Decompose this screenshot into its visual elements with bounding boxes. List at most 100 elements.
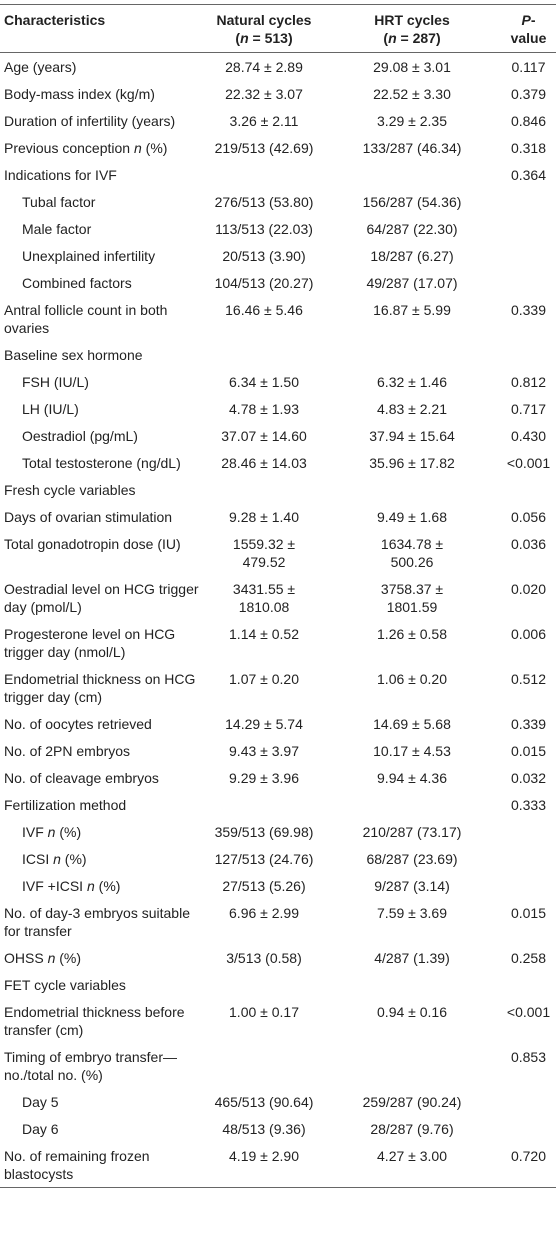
table-cell: 29.08 ± 3.01 (323, 53, 501, 81)
text: 0.812 (510, 373, 547, 390)
text: 210/287 (73.17) (362, 823, 462, 840)
text: ICSI (22, 850, 54, 867)
table-cell (501, 341, 556, 368)
table-cell: 127/513 (24.76) (205, 845, 323, 872)
table-cell (323, 341, 501, 368)
text: 0.032 (510, 769, 547, 786)
text: FET cycle variables (4, 976, 126, 993)
table-cell (501, 872, 556, 899)
table-cell: 9.49 ± 1.68 (323, 503, 501, 530)
table-cell: 28.74 ± 2.89 (205, 53, 323, 81)
text: 20/513 (3.90) (222, 247, 306, 264)
text: 14.69 ± 5.68 (373, 715, 451, 732)
text: 37.94 ± 15.64 (369, 427, 455, 444)
table-cell: Endometrial thickness on HCG trigger day… (0, 665, 205, 710)
text: 28/287 (9.76) (370, 1120, 454, 1137)
text: Day 6 (22, 1120, 59, 1137)
table-cell: No. of remaining frozen blastocysts (0, 1142, 205, 1188)
table-cell: Antral follicle count in both ovaries (0, 296, 205, 341)
table-cell: 7.59 ± 3.69 (323, 899, 501, 944)
table-cell: Age (years) (0, 53, 205, 81)
text: Characteristics (4, 12, 106, 28)
text: 4.27 ± 3.00 (377, 1147, 447, 1164)
text: Unexplained infertility (22, 247, 156, 264)
table-body: Age (years) 28.74 ± 2.89 29.08 ± 3.01 0.117… (0, 53, 556, 1188)
text: 0.364 (510, 166, 547, 183)
table-cell: 14.29 ± 5.74 (205, 710, 323, 737)
text: 0.258 (510, 949, 547, 966)
table-cell: 0.717 (501, 395, 556, 422)
table-cell: Baseline sex hormone (0, 341, 205, 368)
table-cell: 10.17 ± 4.53 (323, 737, 501, 764)
table-cell (501, 188, 556, 215)
table-row: OHSS n (%) 3/513 (0.58) 4/287 (1.39) 0.258 (0, 944, 556, 971)
table-cell: 16.46 ± 5.46 (205, 296, 323, 341)
table-cell: Body-mass index (kg/m) (0, 80, 205, 107)
text: 0.015 (510, 742, 547, 759)
table-cell: 3.26 ± 2.11 (205, 107, 323, 134)
text: 133/287 (46.34) (362, 139, 462, 156)
table-row: Age (years) 28.74 ± 2.89 29.08 ± 3.01 0.117 (0, 53, 556, 81)
text: Progesterone level on HCG trigger day (n… (4, 625, 176, 660)
text: 6.32 ± 1.46 (377, 373, 447, 390)
text: 0.333 (510, 796, 547, 813)
table-cell: 0.056 (501, 503, 556, 530)
table-cell: 3.29 ± 2.35 (323, 107, 501, 134)
table-cell: 9.43 ± 3.97 (205, 737, 323, 764)
text: 6.96 ± 2.99 (229, 904, 299, 921)
table-cell: 4.27 ± 3.00 (323, 1142, 501, 1188)
table-cell: Male factor (0, 215, 205, 242)
table-row: Days of ovarian stimulation 9.28 ± 1.40 9.… (0, 503, 556, 530)
table-cell (205, 1043, 323, 1088)
table-row: Baseline sex hormone (0, 341, 556, 368)
text: Previous conception (4, 139, 134, 156)
text: OHSS (4, 949, 48, 966)
table-cell (501, 476, 556, 503)
text: 4.83 ± 2.21 (377, 400, 447, 417)
table-cell: Timing of embryo transfer—no./total no. … (0, 1043, 205, 1088)
table-cell: 0.853 (501, 1043, 556, 1088)
table-cell: 37.94 ± 15.64 (323, 422, 501, 449)
table-row: Total gonadotropin dose (IU) 1559.32 ± 47… (0, 530, 556, 575)
text: = 287) (396, 30, 441, 46)
table-cell: 18/287 (6.27) (323, 242, 501, 269)
table-cell (205, 476, 323, 503)
text: 0.339 (510, 301, 547, 318)
table-cell: Unexplained infertility (0, 242, 205, 269)
table-cell: 0.339 (501, 296, 556, 341)
table-cell: 4.78 ± 1.93 (205, 395, 323, 422)
text: Indications for IVF (4, 166, 117, 183)
text: = 513) (248, 30, 293, 46)
table-cell: Fresh cycle variables (0, 476, 205, 503)
table-cell: 68/287 (23.69) (323, 845, 501, 872)
table-cell: 49/287 (17.07) (323, 269, 501, 296)
table-cell: Oestradial level on HCG trigger day (pmo… (0, 575, 205, 620)
table-cell: 9.29 ± 3.96 (205, 764, 323, 791)
text: 1.07 ± 0.20 (229, 670, 299, 687)
table-cell: Endometrial thickness before transfer (c… (0, 998, 205, 1043)
table-row: Total testosterone (ng/dL) 28.46 ± 14.03 3… (0, 449, 556, 476)
table-cell: 3/513 (0.58) (205, 944, 323, 971)
text: Tubal factor (22, 193, 96, 210)
text: Male factor (22, 220, 92, 237)
table-cell: 359/513 (69.98) (205, 818, 323, 845)
text: 0.318 (510, 139, 547, 156)
text: 0.512 (510, 670, 547, 687)
text: ( (383, 30, 389, 46)
text: 0.379 (510, 85, 547, 102)
table-cell: 0.846 (501, 107, 556, 134)
table-cell: 0.020 (501, 575, 556, 620)
table-row: IVF +ICSI n (%) 27/513 (5.26) 9/287 (3.14) (0, 872, 556, 899)
table-cell: 9.94 ± 4.36 (323, 764, 501, 791)
text: (%) (55, 823, 82, 840)
table-cell: 210/287 (73.17) (323, 818, 501, 845)
italic-text: n (388, 30, 397, 46)
text: Day 5 (22, 1093, 59, 1110)
table-cell: 1.06 ± 0.20 (323, 665, 501, 710)
table-cell: 0.333 (501, 791, 556, 818)
text: 0.117 (511, 58, 546, 75)
italic-text: n (133, 139, 142, 156)
table-cell (323, 161, 501, 188)
table-cell: 0.032 (501, 764, 556, 791)
table-cell: <0.001 (501, 449, 556, 476)
